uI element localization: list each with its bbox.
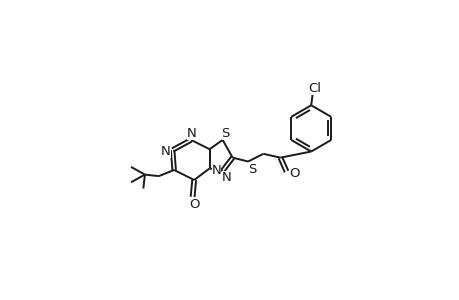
Text: N: N — [221, 171, 231, 184]
Text: N: N — [186, 127, 196, 140]
Text: N: N — [161, 145, 170, 158]
Text: O: O — [189, 198, 199, 211]
Text: Cl: Cl — [308, 82, 321, 95]
Text: N: N — [211, 164, 221, 177]
Text: O: O — [288, 167, 299, 180]
Text: S: S — [247, 163, 256, 176]
Text: S: S — [221, 127, 230, 140]
